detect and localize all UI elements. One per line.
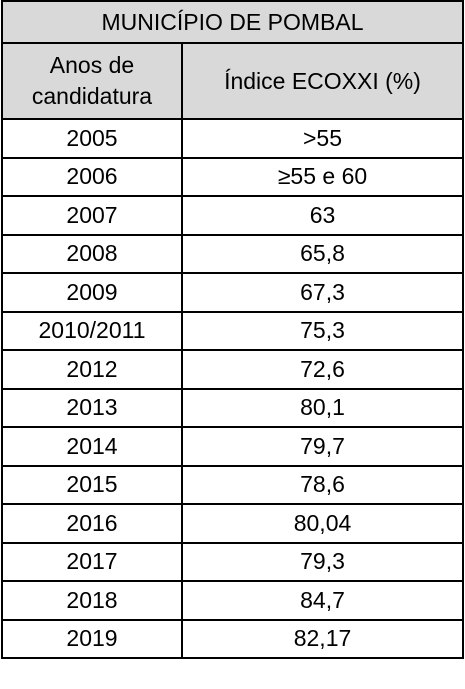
year-cell: 2019 [1,618,183,659]
year-cell: 2013 [1,387,183,428]
index-cell: 78,6 [181,464,464,505]
index-cell: 79,7 [181,426,464,467]
index-cell: 80,1 [181,387,464,428]
column-header: Anos de candidatura [1,42,183,120]
year-cell: 2012 [1,349,183,390]
table-row: 2015 78,6 [1,464,464,505]
table-row: 2018 84,7 [1,580,464,621]
table-row: 2012 72,6 [1,349,464,390]
table-row: 2014 79,7 [1,426,464,467]
year-cell: 2014 [1,426,183,467]
index-cell: 84,7 [181,580,464,621]
year-cell: 2010/2011 [1,310,183,351]
table-row: 2008 65,8 [1,233,464,274]
column-header: Índice ECOXXI (%) [181,42,464,120]
table-row: 2009 67,3 [1,272,464,313]
table-row: 2007 63 [1,195,464,236]
index-cell: 82,17 [181,618,464,659]
year-cell: 2007 [1,195,183,236]
table-row: 2013 80,1 [1,387,464,428]
index-cell: 79,3 [181,541,464,582]
year-cell: 2016 [1,503,183,544]
year-cell: 2008 [1,233,183,274]
table-row: 2010/2011 75,3 [1,310,464,351]
index-cell: 75,3 [181,310,464,351]
index-cell: 67,3 [181,272,464,313]
index-cell: 72,6 [181,349,464,390]
table-row: 2006 ≥55 e 60 [1,156,464,197]
year-cell: 2015 [1,464,183,505]
table-row: 2005 >55 [1,118,464,159]
year-cell: 2018 [1,580,183,621]
index-cell: ≥55 e 60 [181,156,464,197]
table-row: 2019 82,17 [1,618,464,659]
table-row: 2017 79,3 [1,541,464,582]
index-cell: >55 [181,118,464,159]
year-cell: 2017 [1,541,183,582]
year-cell: 2005 [1,118,183,159]
year-cell: 2006 [1,156,183,197]
table-row: 2016 80,04 [1,503,464,544]
index-cell: 80,04 [181,503,464,544]
data-table: MUNICÍPIO DE POMBAL Anos de candidatura … [1,0,464,659]
index-cell: 65,8 [181,233,464,274]
table-title: MUNICÍPIO DE POMBAL [1,0,464,44]
table-body: 2005 >55 2006 ≥55 e 60 2007 63 2008 65,8 2009 67,… [1,118,464,659]
year-cell: 2009 [1,272,183,313]
index-cell: 63 [181,195,464,236]
